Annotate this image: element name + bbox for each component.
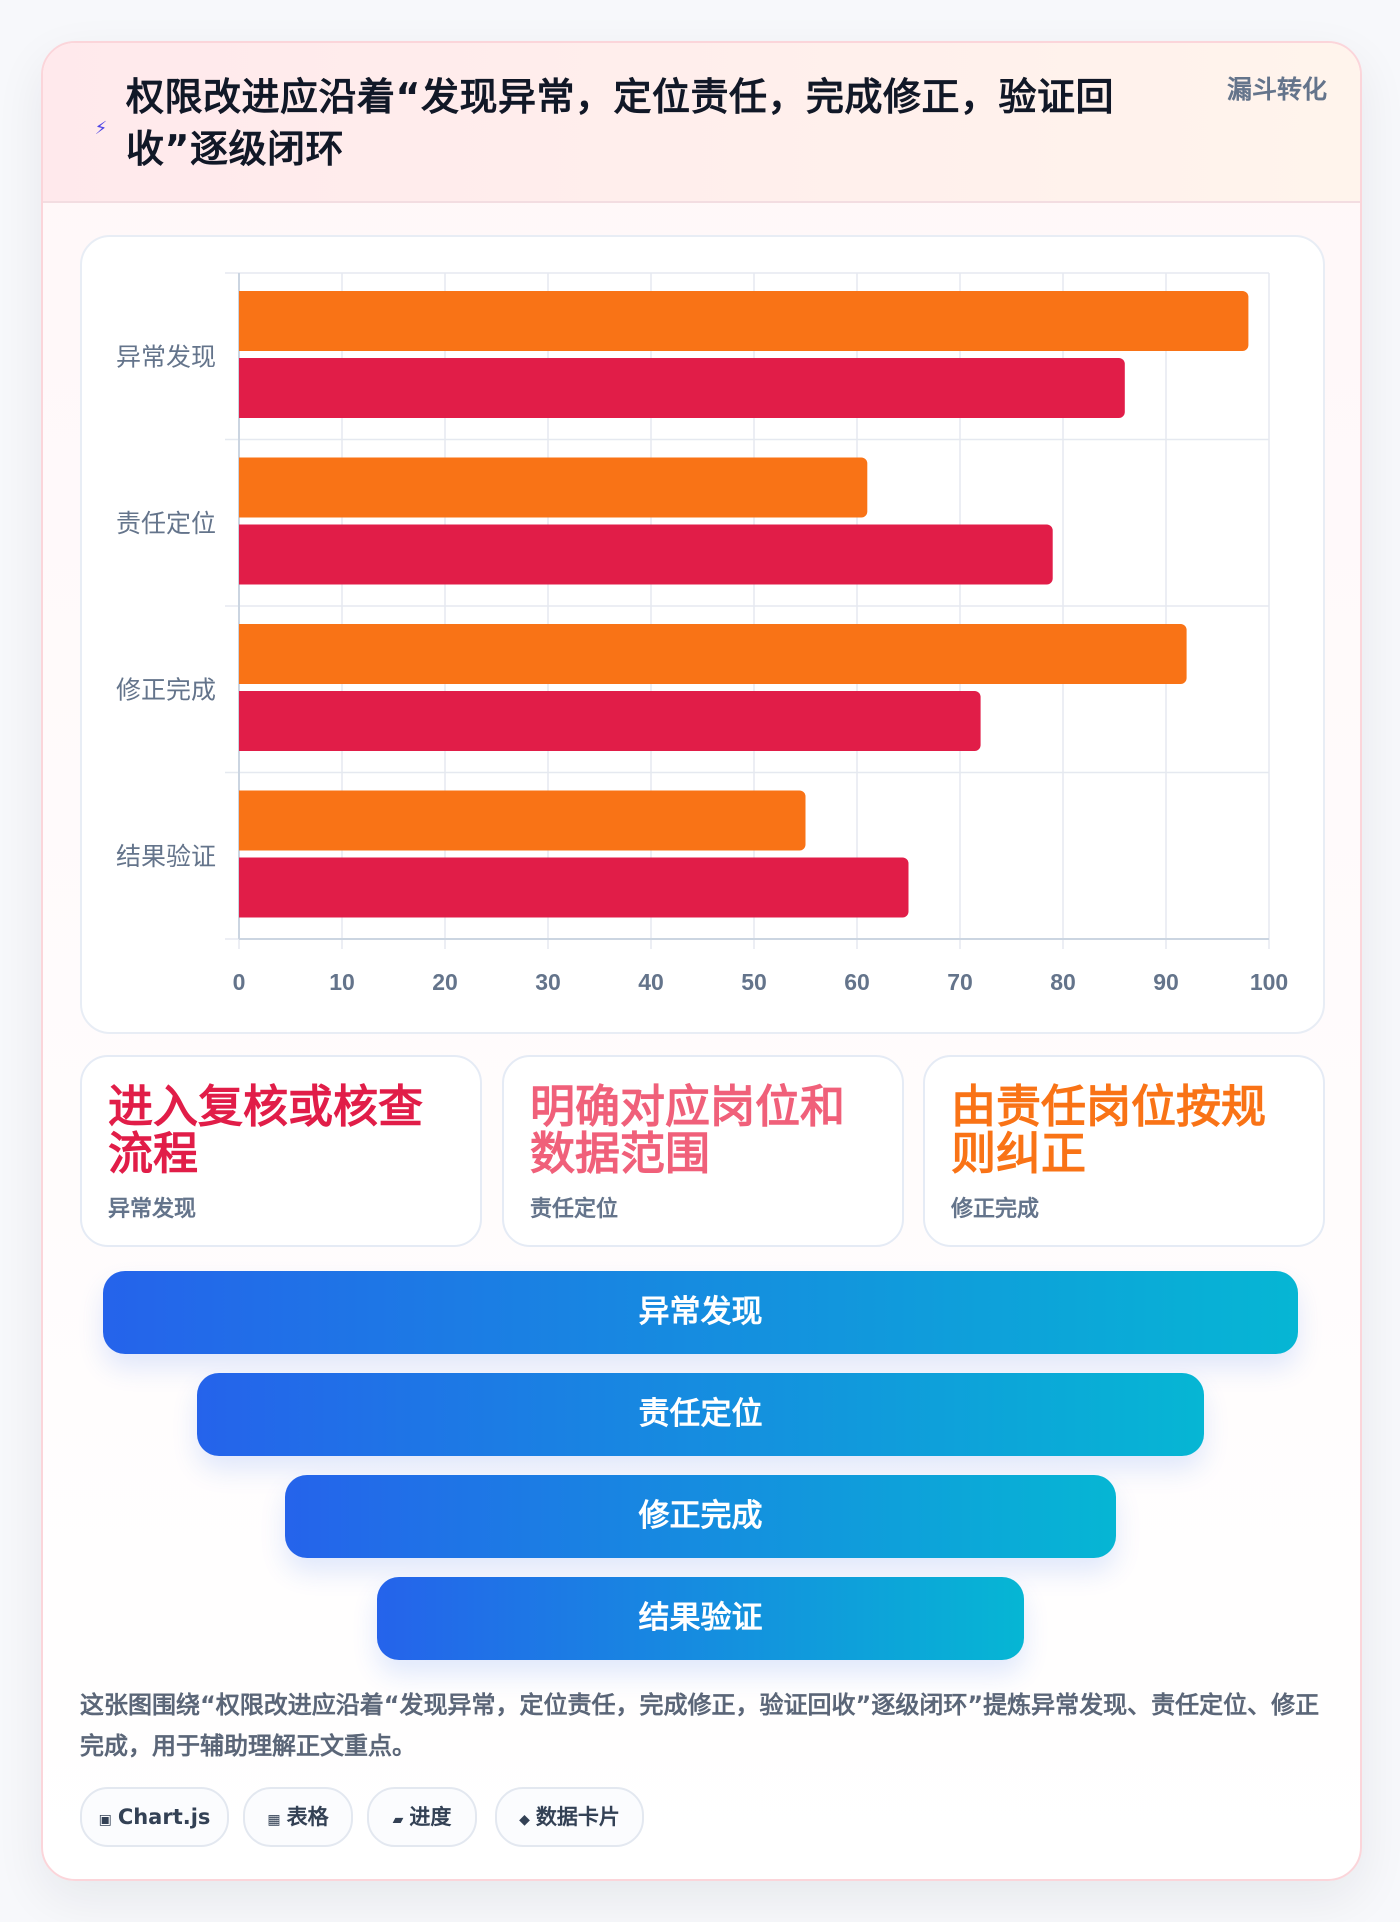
stat-card-2: 明确对应岗位和数据范围 责任定位 xyxy=(502,1055,904,1247)
pill-label: Chart.js xyxy=(117,1805,211,1829)
x-tick-label: 10 xyxy=(329,969,355,995)
x-tick-label: 50 xyxy=(741,969,767,995)
infographic-card: ⚡ 权限改进应沿着“发现异常，定位责任，完成修正，验证回收”逐级闭环 漏斗转化 … xyxy=(41,41,1362,1881)
bar xyxy=(239,457,868,518)
pill-label: 数据卡片 xyxy=(535,1805,620,1829)
chip-icon: ▣ xyxy=(98,1812,112,1828)
stat-value: 明确对应岗位和数据范围 xyxy=(530,1080,846,1180)
x-tick-label: 80 xyxy=(1050,969,1076,995)
page-title: 权限改进应沿着“发现异常，定位责任，完成修正，验证回收”逐级闭环 xyxy=(126,75,1114,171)
funnel-step-3: 修正完成 xyxy=(285,1475,1116,1558)
x-tick-label: 0 xyxy=(233,969,246,995)
y-tick-label: 修正完成 xyxy=(116,675,216,704)
x-tick-label: 70 xyxy=(947,969,973,995)
pill-chartjs[interactable]: ▣ Chart.js xyxy=(80,1787,229,1847)
bar xyxy=(239,291,1249,351)
lightning-icon: ⚡ xyxy=(94,118,108,139)
stat-label: 异常发现 xyxy=(108,1197,197,1222)
pill-table[interactable]: ▦ 表格 xyxy=(243,1787,353,1847)
summary-text: 这张图围绕“权限改进应沿着“发现异常，定位责任，完成修正，验证回收”逐级闭环”提… xyxy=(80,1691,1320,1760)
pill-data-card[interactable]: ◆ 数据卡片 xyxy=(495,1787,644,1847)
stat-value: 由责任岗位按规则纠正 xyxy=(951,1080,1267,1180)
bar xyxy=(239,358,1125,418)
bar xyxy=(239,790,806,851)
x-tick-label: 20 xyxy=(432,969,458,995)
funnel-step-4: 结果验证 xyxy=(377,1577,1024,1660)
chart-panel: 0 10 20 30 40 50 60 70 80 90 100 异常发现责任定位修正完成结果验证 xyxy=(80,235,1325,1034)
pill-label: 进度 xyxy=(409,1805,452,1829)
x-tick-label: 90 xyxy=(1153,969,1179,995)
x-tick-label: 100 xyxy=(1250,969,1288,995)
bar xyxy=(239,524,1053,585)
stat-label: 责任定位 xyxy=(530,1197,619,1222)
pill-progress[interactable]: ▰ 进度 xyxy=(367,1787,477,1847)
funnel-step-2: 责任定位 xyxy=(197,1373,1204,1456)
y-tick-label: 异常发现 xyxy=(116,342,216,371)
x-tick-label: 30 xyxy=(535,969,561,995)
x-tick-label: 60 xyxy=(844,969,870,995)
funnel-step-1: 异常发现 xyxy=(103,1271,1298,1354)
progress-icon: ▰ xyxy=(392,1812,404,1828)
chart-type-tag: 漏斗转化 xyxy=(1227,75,1328,104)
bar xyxy=(239,691,981,751)
stat-label: 修正完成 xyxy=(951,1197,1040,1222)
stat-value: 进入复核或核查流程 xyxy=(108,1080,424,1180)
card-icon: ◆ xyxy=(519,1812,530,1828)
header: ⚡ 权限改进应沿着“发现异常，定位责任，完成修正，验证回收”逐级闭环 漏斗转化 xyxy=(43,43,1360,203)
pill-label: 表格 xyxy=(286,1805,329,1829)
table-icon: ▦ xyxy=(267,1812,281,1828)
bar xyxy=(239,857,909,918)
bar xyxy=(239,624,1187,684)
x-tick-label: 40 xyxy=(638,969,664,995)
y-tick-label: 责任定位 xyxy=(116,509,216,538)
stat-card-3: 由责任岗位按规则纠正 修正完成 xyxy=(923,1055,1325,1247)
y-tick-label: 结果验证 xyxy=(116,842,216,871)
stat-card-1: 进入复核或核查流程 异常发现 xyxy=(80,1055,482,1247)
